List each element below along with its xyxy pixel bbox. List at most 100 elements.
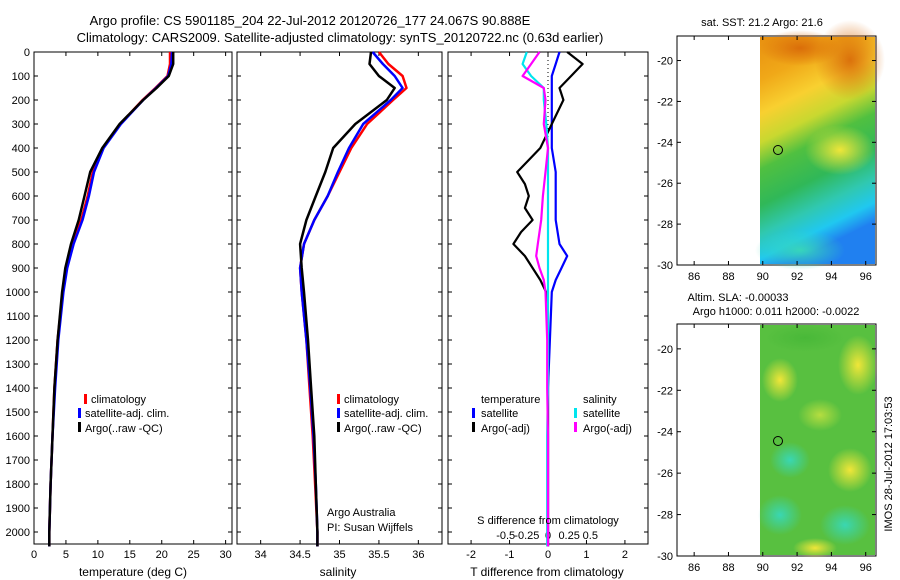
sla-patch xyxy=(838,335,878,395)
map-y-tick-label: -22 xyxy=(657,385,673,397)
sst-cyan-patch xyxy=(755,230,845,270)
temperature-legend: climatology satellite-adj. clim. Argo(..… xyxy=(78,394,169,435)
x-tick-label: 1 xyxy=(583,549,589,561)
map-x-tick-label: 92 xyxy=(791,271,803,283)
salinity-axes xyxy=(236,51,443,545)
legend-swatch-s-argo xyxy=(574,422,577,432)
x-tick-label: 0 xyxy=(31,549,37,561)
salinity-xlabel: salinity xyxy=(320,565,357,579)
map-x-tick-label: 92 xyxy=(791,562,803,574)
sla-patch xyxy=(758,495,802,535)
map-y-tick-label: -22 xyxy=(657,96,673,108)
salinity-note-line-2: PI: Susan Wijffels xyxy=(327,522,413,534)
x-tick-label: 36 xyxy=(412,549,424,561)
profile-line-climatology xyxy=(48,52,172,547)
title-line-2: Climatology: CARS2009. Satellite-adjuste… xyxy=(77,30,604,45)
sst-argo-position-marker xyxy=(773,145,783,155)
temperature-axes xyxy=(33,51,233,545)
tick-layer: 0100200300400500600700800900100011001200… xyxy=(6,47,648,561)
depth-tick-label: 900 xyxy=(12,263,30,275)
map-x-tick-label: 96 xyxy=(860,562,872,574)
difference-top-label: S difference from climatology xyxy=(477,515,619,527)
x-tick-label: 20 xyxy=(156,549,168,561)
profile-line-argo xyxy=(48,52,175,547)
depth-tick-label: 1000 xyxy=(6,287,30,299)
x-tick-label: -2 xyxy=(466,549,476,561)
map-tick-layer: 86 88 90 92 94 96 -20 -22 -24 -26 -28 -30 86 88 90 92 94… xyxy=(657,36,876,574)
sla-patch xyxy=(762,358,798,402)
depth-tick-label: 600 xyxy=(12,191,30,203)
s-tick-label: -0.5 xyxy=(496,530,515,542)
legend-label-satellite: satellite-adj. clim. xyxy=(344,408,428,420)
x-tick-label: 35 xyxy=(333,549,345,561)
legend-swatch-argo xyxy=(337,422,340,432)
sla-map-title-line-2: Argo h1000: 0.011 h2000: -0.0022 xyxy=(693,306,860,318)
sla-patch xyxy=(828,448,872,492)
legend-label-t-satellite: satellite xyxy=(481,408,518,420)
depth-tick-label: 1800 xyxy=(6,479,30,491)
sla-argo-position-marker xyxy=(773,436,783,446)
map-y-tick-label: -24 xyxy=(657,427,673,439)
depth-tick-label: 800 xyxy=(12,239,30,251)
legend-swatch-t-satellite xyxy=(472,408,475,418)
map-x-tick-label: 94 xyxy=(825,271,837,283)
x-tick-label: 25 xyxy=(188,549,200,561)
sla-patch xyxy=(820,505,870,545)
legend-label-climatology: climatology xyxy=(344,394,400,406)
temperature-xlabel: temperature (deg C) xyxy=(79,565,187,579)
sst-map xyxy=(676,20,885,270)
sst-heatmap xyxy=(755,20,885,270)
sla-patch xyxy=(770,442,810,478)
depth-tick-label: 1900 xyxy=(6,503,30,515)
map-x-tick-label: 90 xyxy=(757,562,769,574)
x-tick-label: 15 xyxy=(124,549,136,561)
depth-tick-label: 300 xyxy=(12,119,30,131)
legend-swatch-climatology xyxy=(337,394,340,404)
sla-patch xyxy=(793,538,837,558)
depth-tick-label: 1600 xyxy=(6,431,30,443)
legend-swatch-t-argo xyxy=(472,422,475,432)
legend-label-s-satellite: satellite xyxy=(583,408,620,420)
legend-swatch-climatology xyxy=(84,394,87,404)
x-tick-label: 0 xyxy=(545,549,551,561)
map-x-tick-label: 86 xyxy=(688,562,700,574)
x-tick-label: 34.5 xyxy=(289,549,310,561)
profile-line-satellite xyxy=(48,51,174,547)
legend-salinity-title: salinity xyxy=(583,394,617,406)
x-tick-label: 5 xyxy=(63,549,69,561)
difference-xlabel: T difference from climatology xyxy=(470,565,624,579)
profile-lines-layer xyxy=(48,51,584,547)
x-tick-label: 34 xyxy=(255,549,267,561)
sst-map-title: sat. SST: 21.2 Argo: 21.6 xyxy=(701,17,823,29)
map-y-tick-label: -26 xyxy=(657,468,673,480)
s-tick-label: 0.5 xyxy=(583,530,598,542)
sst-warm-patch-2 xyxy=(760,30,840,66)
map-y-tick-label: -28 xyxy=(657,510,673,522)
sla-map xyxy=(676,323,878,558)
map-x-tick-label: 86 xyxy=(688,271,700,283)
s-tick-label: 0.25 xyxy=(558,530,579,542)
map-y-tick-label: -24 xyxy=(657,137,673,149)
legend-label-satellite: satellite-adj. clim. xyxy=(85,408,169,420)
x-tick-label: 2 xyxy=(622,549,628,561)
difference-legend: temperature salinity satellite Argo(-adj… xyxy=(472,394,632,435)
sla-patch xyxy=(765,324,845,352)
sla-map-title-line-1: Altim. SLA: -0.00033 xyxy=(688,292,789,304)
map-y-tick-label: -28 xyxy=(657,219,673,231)
legend-swatch-satellite xyxy=(78,408,81,418)
depth-tick-label: 400 xyxy=(12,143,30,155)
legend-swatch-argo xyxy=(78,422,81,432)
salinity-note-line-1: Argo Australia xyxy=(327,507,396,519)
depth-tick-label: 1300 xyxy=(6,359,30,371)
diff-line-s-argo xyxy=(521,51,550,547)
x-tick-label: 35.5 xyxy=(368,549,389,561)
sla-heatmap xyxy=(758,324,878,558)
legend-swatch-satellite xyxy=(337,408,340,418)
legend-label-climatology: climatology xyxy=(91,394,147,406)
map-x-tick-label: 90 xyxy=(757,271,769,283)
footer-stamp: IMOS 28-Jul-2012 17:03:53 xyxy=(883,396,895,531)
sla-patch xyxy=(798,399,842,431)
depth-tick-label: 100 xyxy=(12,71,30,83)
depth-tick-label: 200 xyxy=(12,95,30,107)
depth-tick-label: 1200 xyxy=(6,335,30,347)
